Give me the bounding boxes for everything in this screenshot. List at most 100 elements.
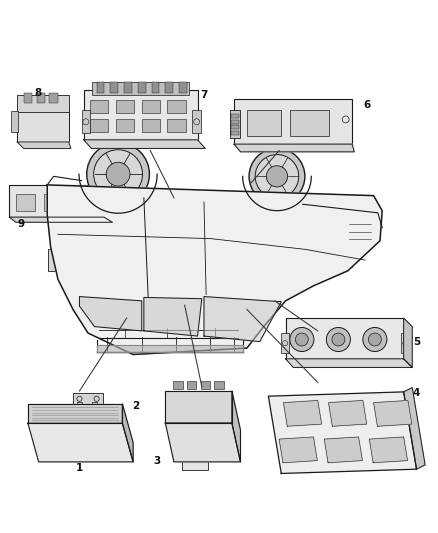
FancyBboxPatch shape xyxy=(17,110,69,142)
Polygon shape xyxy=(47,185,382,354)
FancyBboxPatch shape xyxy=(73,393,103,404)
Circle shape xyxy=(363,327,387,352)
FancyBboxPatch shape xyxy=(92,402,98,410)
FancyBboxPatch shape xyxy=(230,110,240,138)
FancyBboxPatch shape xyxy=(192,110,201,133)
Polygon shape xyxy=(268,392,417,473)
Polygon shape xyxy=(28,423,133,462)
Polygon shape xyxy=(279,437,318,463)
FancyBboxPatch shape xyxy=(402,333,409,353)
Ellipse shape xyxy=(260,158,294,165)
Polygon shape xyxy=(204,296,281,342)
Circle shape xyxy=(290,327,314,352)
Circle shape xyxy=(332,333,345,346)
Text: 9: 9 xyxy=(18,220,25,229)
FancyBboxPatch shape xyxy=(281,333,289,353)
Text: 4: 4 xyxy=(413,388,420,398)
Text: 3: 3 xyxy=(153,456,160,466)
Circle shape xyxy=(106,162,130,186)
FancyBboxPatch shape xyxy=(104,187,116,211)
Polygon shape xyxy=(84,140,205,148)
Circle shape xyxy=(352,196,365,208)
Text: 5: 5 xyxy=(413,337,420,346)
FancyBboxPatch shape xyxy=(167,119,186,132)
Polygon shape xyxy=(283,400,321,426)
FancyBboxPatch shape xyxy=(179,82,187,93)
Circle shape xyxy=(326,327,350,352)
Polygon shape xyxy=(369,437,407,463)
FancyBboxPatch shape xyxy=(214,407,224,415)
FancyBboxPatch shape xyxy=(81,110,90,133)
Ellipse shape xyxy=(99,154,133,160)
Circle shape xyxy=(349,402,360,412)
FancyBboxPatch shape xyxy=(290,110,328,135)
Polygon shape xyxy=(17,142,71,148)
FancyBboxPatch shape xyxy=(77,402,82,410)
FancyBboxPatch shape xyxy=(231,131,239,135)
Polygon shape xyxy=(328,400,367,426)
FancyBboxPatch shape xyxy=(231,125,239,129)
FancyBboxPatch shape xyxy=(72,193,91,211)
Circle shape xyxy=(94,150,142,199)
FancyBboxPatch shape xyxy=(214,381,224,389)
FancyBboxPatch shape xyxy=(187,407,196,415)
Text: 1: 1 xyxy=(76,463,83,473)
FancyBboxPatch shape xyxy=(138,82,145,93)
Circle shape xyxy=(368,333,381,346)
FancyBboxPatch shape xyxy=(36,93,45,103)
FancyBboxPatch shape xyxy=(142,119,160,132)
FancyBboxPatch shape xyxy=(44,193,63,211)
FancyBboxPatch shape xyxy=(124,82,132,93)
FancyBboxPatch shape xyxy=(348,215,371,243)
Circle shape xyxy=(249,148,305,204)
FancyBboxPatch shape xyxy=(116,119,134,132)
Polygon shape xyxy=(122,404,133,462)
FancyBboxPatch shape xyxy=(173,407,183,415)
FancyBboxPatch shape xyxy=(11,111,18,132)
FancyBboxPatch shape xyxy=(173,393,183,402)
FancyBboxPatch shape xyxy=(110,242,124,247)
Polygon shape xyxy=(144,297,202,336)
Polygon shape xyxy=(374,400,412,426)
Text: 6: 6 xyxy=(364,100,371,110)
FancyBboxPatch shape xyxy=(90,100,108,113)
FancyBboxPatch shape xyxy=(90,119,108,132)
FancyBboxPatch shape xyxy=(84,91,198,140)
FancyBboxPatch shape xyxy=(116,100,134,113)
Polygon shape xyxy=(10,217,113,222)
FancyBboxPatch shape xyxy=(97,82,104,93)
FancyBboxPatch shape xyxy=(201,393,210,402)
Polygon shape xyxy=(324,437,362,463)
FancyBboxPatch shape xyxy=(48,249,57,271)
FancyBboxPatch shape xyxy=(231,119,239,124)
FancyBboxPatch shape xyxy=(152,82,159,93)
FancyBboxPatch shape xyxy=(214,393,224,402)
FancyBboxPatch shape xyxy=(167,100,186,113)
FancyBboxPatch shape xyxy=(187,381,196,389)
Polygon shape xyxy=(79,296,142,331)
FancyBboxPatch shape xyxy=(92,82,189,95)
Polygon shape xyxy=(286,359,412,367)
Polygon shape xyxy=(404,387,425,469)
FancyBboxPatch shape xyxy=(10,185,104,217)
Circle shape xyxy=(266,166,288,187)
Polygon shape xyxy=(165,423,240,462)
Polygon shape xyxy=(404,318,412,367)
Circle shape xyxy=(302,402,312,412)
FancyBboxPatch shape xyxy=(142,100,160,113)
FancyBboxPatch shape xyxy=(16,193,35,211)
Circle shape xyxy=(255,155,299,198)
FancyBboxPatch shape xyxy=(17,95,69,112)
FancyBboxPatch shape xyxy=(183,460,208,471)
FancyBboxPatch shape xyxy=(165,82,173,93)
Polygon shape xyxy=(232,391,240,462)
FancyBboxPatch shape xyxy=(333,252,352,266)
Text: 8: 8 xyxy=(34,87,42,98)
FancyBboxPatch shape xyxy=(234,99,352,144)
FancyBboxPatch shape xyxy=(247,110,281,135)
FancyBboxPatch shape xyxy=(112,407,121,421)
Polygon shape xyxy=(28,404,122,423)
Text: 2: 2 xyxy=(132,401,139,411)
Polygon shape xyxy=(234,144,354,152)
FancyBboxPatch shape xyxy=(201,381,210,389)
